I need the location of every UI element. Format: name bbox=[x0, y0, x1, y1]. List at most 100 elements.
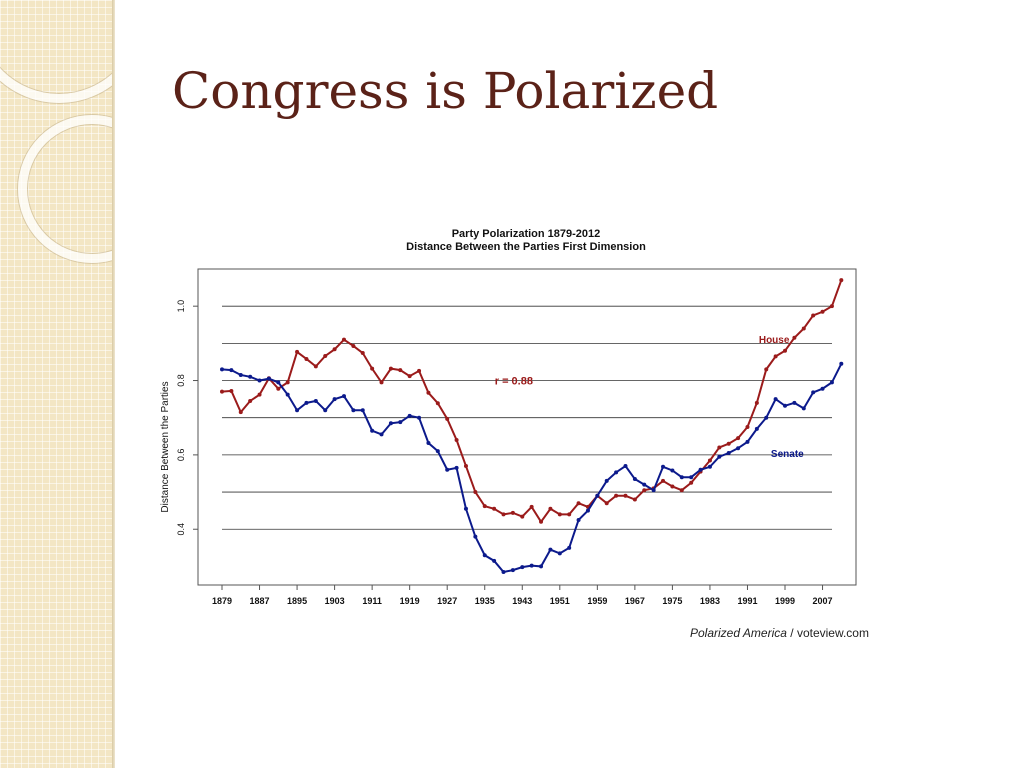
house-data-point bbox=[454, 438, 459, 443]
senate-data-point bbox=[698, 467, 703, 472]
house-data-point bbox=[689, 480, 694, 485]
house-data-point bbox=[679, 488, 684, 493]
senate-data-point bbox=[351, 408, 356, 413]
senate-data-point bbox=[811, 390, 816, 395]
senate-data-point bbox=[783, 403, 788, 408]
senate-data-point bbox=[492, 558, 497, 563]
house-data-point bbox=[632, 497, 637, 502]
senate-data-point bbox=[473, 534, 478, 539]
x-tick-label: 1903 bbox=[325, 596, 345, 606]
senate-data-point bbox=[754, 426, 759, 431]
house-data-point bbox=[670, 484, 675, 489]
senate-data-point bbox=[792, 400, 797, 405]
house-data-point bbox=[754, 400, 759, 405]
y-tick-label: 1.0 bbox=[176, 300, 186, 313]
senate-data-point bbox=[773, 397, 778, 402]
house-data-point bbox=[445, 416, 450, 421]
senate-data-point bbox=[360, 408, 365, 413]
house-data-point bbox=[238, 410, 243, 415]
house-data-point bbox=[426, 390, 431, 395]
y-tick-label: 0.8 bbox=[176, 374, 186, 387]
house-data-point bbox=[510, 510, 515, 515]
senate-data-point bbox=[520, 565, 525, 570]
senate-data-point bbox=[285, 392, 290, 397]
x-tick-label: 1887 bbox=[250, 596, 270, 606]
house-data-point bbox=[707, 458, 712, 463]
house-data-point bbox=[614, 493, 619, 498]
senate-data-point bbox=[745, 439, 750, 444]
senate-data-point bbox=[679, 475, 684, 480]
senate-series-label: Senate bbox=[771, 449, 804, 460]
x-tick-label: 1967 bbox=[625, 596, 645, 606]
x-tick-label: 1895 bbox=[287, 596, 307, 606]
senate-data-point bbox=[642, 482, 647, 487]
x-tick-label: 1983 bbox=[700, 596, 720, 606]
house-data-point bbox=[539, 519, 544, 524]
senate-data-point bbox=[398, 420, 403, 425]
senate-data-point bbox=[266, 376, 271, 381]
house-data-point bbox=[482, 504, 487, 509]
senate-data-point bbox=[801, 406, 806, 411]
senate-data-point bbox=[370, 428, 375, 433]
house-data-point bbox=[576, 501, 581, 506]
senate-data-point bbox=[248, 374, 253, 379]
plot-frame bbox=[197, 268, 857, 586]
house-data-point bbox=[341, 337, 346, 342]
x-tick-label: 1975 bbox=[662, 596, 682, 606]
house-data-point bbox=[820, 309, 825, 314]
x-tick-label: 1999 bbox=[775, 596, 795, 606]
senate-data-point bbox=[567, 545, 572, 550]
y-tick-label: 0.4 bbox=[176, 523, 186, 536]
left-strip-edge bbox=[112, 0, 115, 768]
senate-data-point bbox=[341, 394, 346, 399]
house-data-point bbox=[220, 389, 224, 394]
house-data-point bbox=[792, 335, 797, 340]
senate-data-point bbox=[323, 408, 328, 413]
house-data-point bbox=[604, 501, 609, 506]
house-data-point bbox=[726, 441, 731, 446]
house-data-point bbox=[764, 367, 769, 372]
x-tick-label: 1943 bbox=[512, 596, 532, 606]
house-data-point bbox=[501, 512, 506, 517]
house-data-point bbox=[398, 368, 403, 373]
y-axis-label: Distance Between the Parties bbox=[160, 381, 171, 512]
senate-data-point bbox=[829, 380, 834, 385]
senate-data-point bbox=[726, 451, 731, 456]
senate-data-point bbox=[276, 380, 281, 385]
house-data-point bbox=[642, 488, 647, 493]
senate-data-point bbox=[313, 398, 318, 403]
decorative-ring bbox=[18, 115, 112, 263]
senate-data-point bbox=[595, 493, 600, 498]
house-data-point bbox=[492, 506, 497, 511]
x-tick-label: 1951 bbox=[550, 596, 570, 606]
x-tick-label: 1959 bbox=[587, 596, 607, 606]
house-data-point bbox=[463, 464, 468, 469]
x-tick-label: 1991 bbox=[737, 596, 757, 606]
senate-data-point bbox=[689, 475, 694, 480]
house-data-point bbox=[717, 445, 722, 450]
house-data-point bbox=[229, 388, 234, 393]
senate-data-point bbox=[454, 465, 459, 470]
senate-data-point bbox=[482, 553, 487, 558]
senate-data-point bbox=[576, 517, 581, 522]
house-data-point bbox=[332, 347, 337, 352]
senate-data-point bbox=[304, 400, 309, 405]
senate-data-point bbox=[820, 386, 825, 391]
senate-data-point bbox=[445, 467, 450, 472]
source-caption: Polarized America / voteview.com bbox=[690, 626, 869, 640]
house-data-point bbox=[257, 392, 262, 397]
house-data-point bbox=[567, 512, 572, 517]
house-data-point bbox=[304, 356, 309, 361]
senate-data-point bbox=[417, 415, 422, 420]
senate-data-point bbox=[529, 563, 534, 568]
house-data-point bbox=[248, 398, 253, 403]
senate-data-point bbox=[661, 464, 666, 469]
house-data-point bbox=[417, 368, 422, 373]
house-data-point bbox=[435, 401, 440, 406]
senate-data-point bbox=[426, 440, 431, 445]
slide-title: Congress is Polarized bbox=[172, 62, 719, 120]
senate-data-point bbox=[670, 468, 675, 473]
senate-data-point bbox=[632, 477, 637, 482]
x-tick-label: 1911 bbox=[362, 596, 382, 606]
